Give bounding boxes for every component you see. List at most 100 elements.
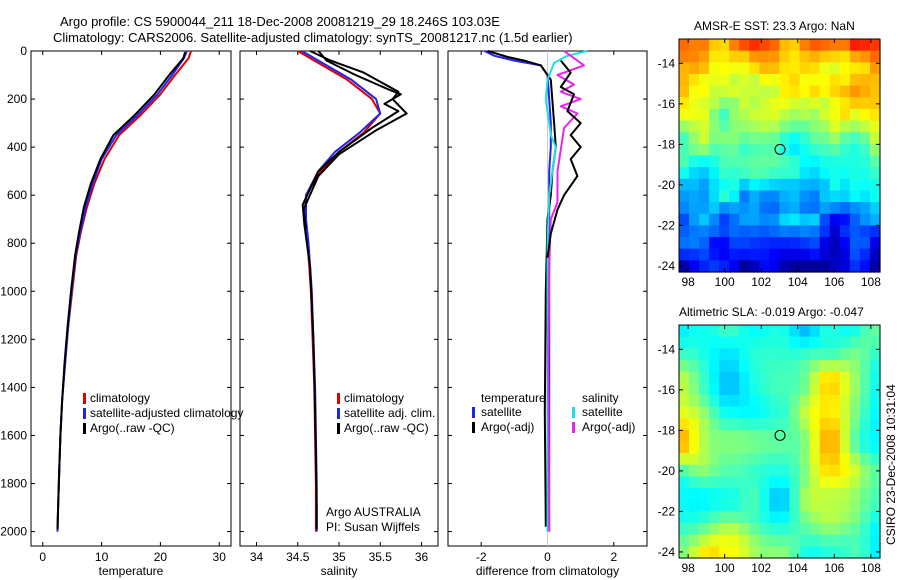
argo-location-marker bbox=[774, 429, 786, 441]
heatmap-cell bbox=[719, 418, 730, 431]
heatmap-cell bbox=[849, 348, 861, 361]
heatmap-cell bbox=[859, 260, 871, 273]
heatmap-cell bbox=[719, 213, 730, 226]
heatmap-cell bbox=[729, 202, 740, 215]
heatmap-cell bbox=[819, 429, 831, 443]
heatmap-cell bbox=[679, 359, 690, 373]
legend-label-climatology: climatology bbox=[344, 391, 404, 405]
heatmap-cell bbox=[839, 511, 851, 524]
heatmap-cell bbox=[839, 62, 851, 75]
heatmap-cell bbox=[709, 167, 720, 180]
heatmap-cell bbox=[739, 225, 750, 238]
heatmap-cell bbox=[719, 132, 730, 145]
heatmap-cell bbox=[829, 418, 841, 431]
heatmap-cell bbox=[859, 534, 871, 547]
heatmap-cell bbox=[789, 488, 801, 501]
heatmap-cell bbox=[749, 359, 760, 373]
heatmap-cell bbox=[749, 488, 760, 501]
heatmap-cell bbox=[839, 371, 851, 384]
heatmap-cell bbox=[789, 225, 801, 238]
map-title-sla: Altimetric SLA: -0.019 Argo: -0.047 bbox=[679, 305, 864, 319]
x-tick-label: 35.5 bbox=[369, 550, 393, 564]
heatmap-cell bbox=[799, 97, 811, 110]
heatmap-cell bbox=[689, 202, 700, 215]
heatmap-cell bbox=[739, 39, 750, 52]
heatmap-cell bbox=[699, 383, 710, 396]
y-tick-label: 800 bbox=[7, 236, 27, 250]
heatmap-cell bbox=[729, 167, 740, 180]
heatmap-cell bbox=[799, 371, 811, 384]
heatmap-cell bbox=[739, 441, 750, 454]
heatmap-cell bbox=[809, 371, 821, 384]
heatmap-cell bbox=[839, 155, 851, 168]
heatmap-cell bbox=[759, 190, 771, 203]
heatmap-cell bbox=[759, 39, 771, 52]
legend-swatch-temp-satellite bbox=[472, 407, 475, 418]
heatmap-cell bbox=[809, 383, 821, 396]
heatmap-cell bbox=[689, 359, 700, 373]
heatmap-cell bbox=[849, 383, 861, 396]
y-tick-label: -14 bbox=[658, 342, 676, 356]
heatmap-cell bbox=[759, 213, 771, 226]
figure-title-line2: Climatology: CARS2006. Satellite-adjuste… bbox=[53, 30, 573, 45]
legend-swatch-satellite bbox=[337, 408, 340, 419]
heatmap-cell bbox=[819, 155, 831, 168]
heatmap-cell bbox=[799, 453, 811, 466]
heatmap-cell bbox=[869, 546, 881, 559]
heatmap-cell bbox=[679, 476, 690, 489]
heatmap-cell bbox=[829, 511, 841, 524]
heatmap-cell bbox=[819, 523, 831, 536]
y-tick-label: 1200 bbox=[0, 332, 27, 346]
heatmap-cell bbox=[839, 523, 851, 536]
heatmap-cell bbox=[779, 336, 791, 349]
heatmap-cell bbox=[819, 132, 831, 145]
heatmap-cell bbox=[749, 464, 760, 478]
heatmap-cell bbox=[819, 488, 831, 501]
heatmap-cell bbox=[859, 213, 871, 226]
heatmap-cell bbox=[809, 464, 821, 478]
heatmap-cell bbox=[729, 464, 740, 478]
heatmap-cell bbox=[739, 429, 750, 443]
y-tick-label: 0 bbox=[20, 44, 27, 58]
heatmap-cell bbox=[819, 73, 831, 87]
heatmap-cell bbox=[749, 39, 760, 52]
heatmap-cell bbox=[779, 190, 791, 203]
heatmap-cell bbox=[819, 167, 831, 180]
heatmap-cell bbox=[689, 237, 700, 250]
heatmap-cell bbox=[729, 371, 740, 384]
heatmap-cell bbox=[799, 237, 811, 250]
heatmap-cell bbox=[849, 453, 861, 466]
heatmap-cell bbox=[859, 476, 871, 489]
heatmap-cell bbox=[769, 260, 781, 273]
heatmap-cell bbox=[849, 429, 861, 443]
heatmap-cell bbox=[739, 237, 750, 250]
heatmap-cell bbox=[699, 488, 710, 501]
heatmap-cell bbox=[699, 534, 710, 547]
heatmap-cell bbox=[759, 202, 771, 215]
heatmap-cell bbox=[729, 383, 740, 396]
heatmap-cell bbox=[779, 120, 791, 133]
heatmap-cell bbox=[859, 178, 871, 192]
heatmap-cell bbox=[849, 62, 861, 75]
heatmap-cell bbox=[749, 85, 760, 98]
heatmap-cell bbox=[719, 441, 730, 454]
heatmap-cell bbox=[779, 383, 791, 396]
heatmap-cell bbox=[779, 348, 791, 361]
heatmap-cell bbox=[789, 248, 801, 261]
heatmap-cell bbox=[859, 523, 871, 536]
legend-label-climatology: climatology bbox=[90, 391, 150, 405]
heatmap-cell bbox=[829, 523, 841, 536]
heatmap-cell bbox=[709, 260, 720, 273]
heatmap-cell bbox=[789, 441, 801, 454]
heatmap-cell bbox=[799, 336, 811, 349]
heatmap-cell bbox=[809, 546, 821, 559]
heatmap-cell bbox=[829, 62, 841, 75]
series-line-salinity-argo-adj- bbox=[547, 50, 585, 532]
heatmap-cell bbox=[749, 534, 760, 547]
heatmap-cell bbox=[809, 132, 821, 145]
heatmap-cell bbox=[769, 237, 781, 250]
heatmap-cell bbox=[769, 155, 781, 168]
heatmap-cell bbox=[799, 178, 811, 192]
heatmap-cell bbox=[829, 73, 841, 87]
heatmap-cell bbox=[769, 213, 781, 226]
